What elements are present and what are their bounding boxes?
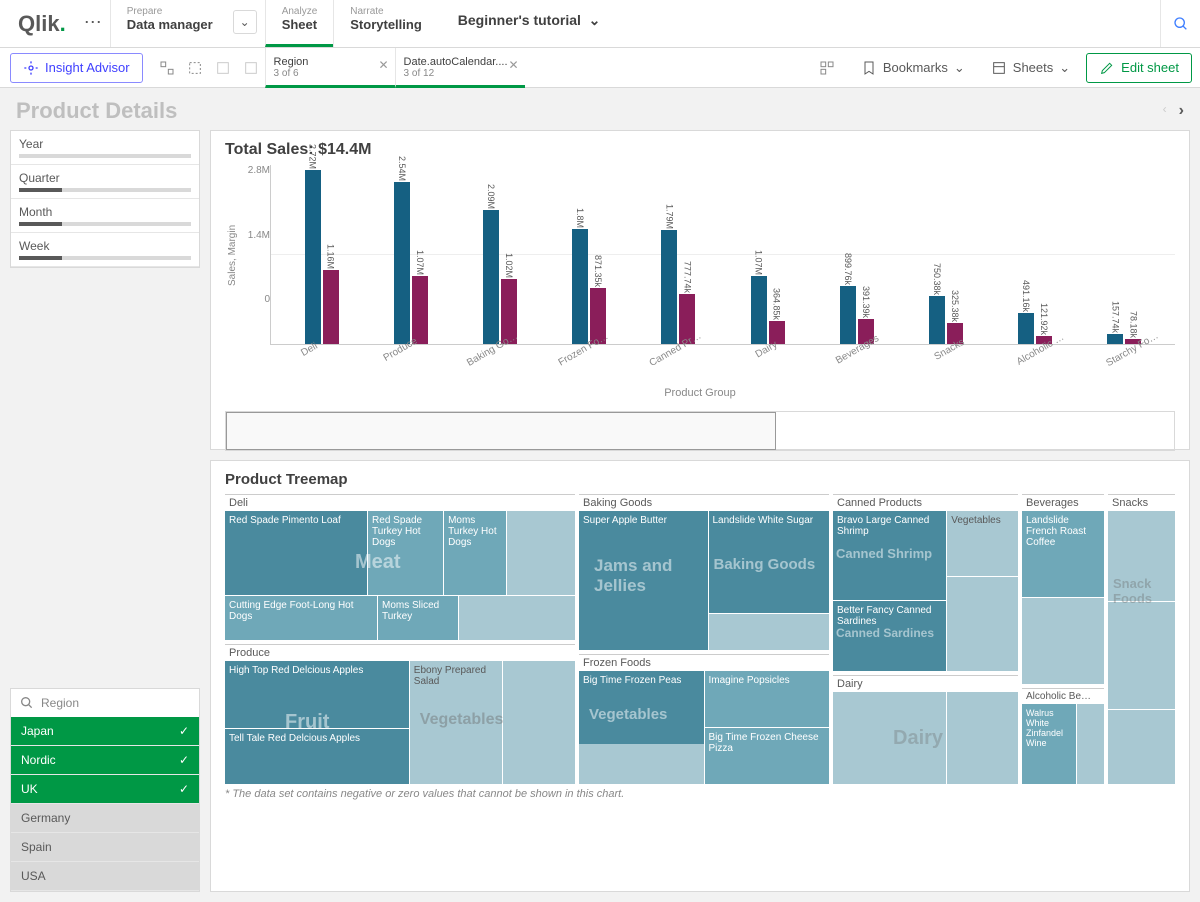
region-item[interactable]: Germany xyxy=(11,804,199,833)
tm-cell[interactable] xyxy=(503,661,575,784)
nav-prepare[interactable]: Prepare Data manager xyxy=(110,0,229,47)
step-back-icon[interactable] xyxy=(211,56,235,80)
tm-cell[interactable]: Imagine Popsicles xyxy=(705,671,830,727)
tm-cell[interactable]: Big Time Frozen Peas xyxy=(579,671,704,745)
tm-cell[interactable]: Better Fancy Canned Sardines Canned Sard… xyxy=(833,601,946,671)
filter-month[interactable]: Month xyxy=(11,199,199,233)
filter-week[interactable]: Week xyxy=(11,233,199,267)
tm-cell[interactable]: Landslide White Sugar Baking Goods xyxy=(709,511,830,613)
tm-cell[interactable]: Red Spade Turkey Hot Dogs xyxy=(368,511,443,595)
selection-region[interactable]: Region 3 of 6 ✕ xyxy=(265,48,395,88)
step-forward-icon[interactable] xyxy=(239,56,263,80)
tm-cell[interactable]: Red Spade Pimento Loaf xyxy=(225,511,367,595)
insight-advisor-button[interactable]: Insight Advisor xyxy=(10,53,143,83)
x-axis-label: Product Group xyxy=(225,387,1175,399)
tm-cell[interactable] xyxy=(833,692,946,784)
prepare-dropdown-icon[interactable]: ⌄ xyxy=(233,10,257,34)
selections-toolbar: Insight Advisor Region 3 of 6 ✕ Date.aut… xyxy=(0,48,1200,88)
tm-cell[interactable]: Walrus White Zinfandel Wine xyxy=(1022,704,1076,784)
time-filter-pane: YearQuarterMonthWeek xyxy=(10,130,200,268)
tm-cell[interactable]: Ebony Prepared Salad xyxy=(410,661,502,722)
grid-view-icon[interactable] xyxy=(809,52,845,84)
smart-search-icon[interactable] xyxy=(155,56,179,80)
sheet-header: Product Details ‹ › xyxy=(0,88,1200,130)
prev-sheet-icon[interactable]: ‹ xyxy=(1163,102,1167,120)
tm-cell[interactable]: Big Time Frozen Cheese Pizza xyxy=(705,728,830,784)
tm-cell[interactable] xyxy=(410,723,502,784)
edit-sheet-button[interactable]: Edit sheet xyxy=(1086,53,1192,83)
tm-cell[interactable] xyxy=(947,692,1018,784)
tm-cell[interactable] xyxy=(947,577,1018,671)
global-search-icon[interactable] xyxy=(1160,0,1200,47)
more-icon[interactable]: ⋯ xyxy=(84,0,110,47)
tm-cell[interactable] xyxy=(1108,602,1175,709)
tm-cell[interactable]: High Top Red Delcious Apples xyxy=(225,661,409,728)
filter-year[interactable]: Year xyxy=(11,131,199,165)
tm-cell[interactable]: Cutting Edge Foot-Long Hot Dogs xyxy=(225,596,377,641)
tm-cell[interactable]: Moms Turkey Hot Dogs xyxy=(444,511,506,595)
tm-cell[interactable] xyxy=(507,511,575,595)
clear-selection-icon[interactable]: ✕ xyxy=(508,58,518,72)
tm-cell[interactable] xyxy=(1077,704,1104,784)
region-item[interactable]: UK✓ xyxy=(11,775,199,804)
chart-title: Total Sales: $14.4M xyxy=(225,141,1175,159)
selection-date[interactable]: Date.autoCalendar.... 3 of 12 ✕ xyxy=(395,48,525,88)
bookmarks-button[interactable]: Bookmarks ⌄ xyxy=(851,52,975,84)
tm-cell[interactable] xyxy=(1022,598,1104,684)
tm-cell[interactable] xyxy=(1108,511,1175,601)
tm-cell[interactable] xyxy=(1108,710,1175,784)
region-item[interactable]: Spain xyxy=(11,833,199,862)
tm-cell[interactable]: Tell Tale Red Delcious Apples xyxy=(225,729,409,784)
top-nav-bar: Qlik. ⋯ Prepare Data manager ⌄ Analyze S… xyxy=(0,0,1200,48)
tm-cell[interactable]: Bravo Large Canned Shrimp Canned Shrimp xyxy=(833,511,946,600)
filter-quarter[interactable]: Quarter xyxy=(11,165,199,199)
next-sheet-icon[interactable]: › xyxy=(1179,102,1184,120)
sheet-title: Product Details xyxy=(16,98,177,124)
treemap-footnote: * The data set contains negative or zero… xyxy=(225,788,1175,800)
sheets-button[interactable]: Sheets ⌄ xyxy=(981,52,1080,84)
tm-cell[interactable]: Super Apple Butter Jams and Jellies xyxy=(579,511,708,650)
region-item[interactable]: Japan✓ xyxy=(11,717,199,746)
selections-tool-icon[interactable] xyxy=(183,56,207,80)
product-treemap[interactable]: Product Treemap Deli Red Spade Pimento L… xyxy=(210,460,1190,892)
nav-analyze[interactable]: Analyze Sheet xyxy=(265,0,334,47)
tm-cell[interactable] xyxy=(709,614,830,650)
chart-minimap[interactable] xyxy=(225,411,1175,451)
clear-selection-icon[interactable]: ✕ xyxy=(378,58,388,72)
qlik-logo[interactable]: Qlik. xyxy=(0,0,84,47)
tm-cell[interactable] xyxy=(459,596,575,641)
tm-cell[interactable]: Vegetables xyxy=(947,511,1018,576)
treemap-title: Product Treemap xyxy=(225,471,1175,488)
tm-cell[interactable]: Moms Sliced Turkey xyxy=(378,596,458,641)
region-item[interactable]: Nordic✓ xyxy=(11,746,199,775)
tm-cell[interactable] xyxy=(579,744,704,784)
y-axis-label: Sales, Margin xyxy=(225,165,240,345)
app-title-dropdown[interactable]: Beginner's tutorial ⌄ xyxy=(438,0,621,47)
nav-narrate[interactable]: Narrate Storytelling xyxy=(333,0,438,47)
tm-cell[interactable]: Landslide French Roast Coffee xyxy=(1022,511,1104,597)
region-search[interactable]: Region xyxy=(11,689,199,717)
sales-bar-chart[interactable]: Total Sales: $14.4M Sales, Margin 2.8M1.… xyxy=(210,130,1190,450)
region-item[interactable]: USA xyxy=(11,862,199,891)
region-filter-pane: Region Japan✓Nordic✓UK✓GermanySpainUSA xyxy=(10,688,200,892)
